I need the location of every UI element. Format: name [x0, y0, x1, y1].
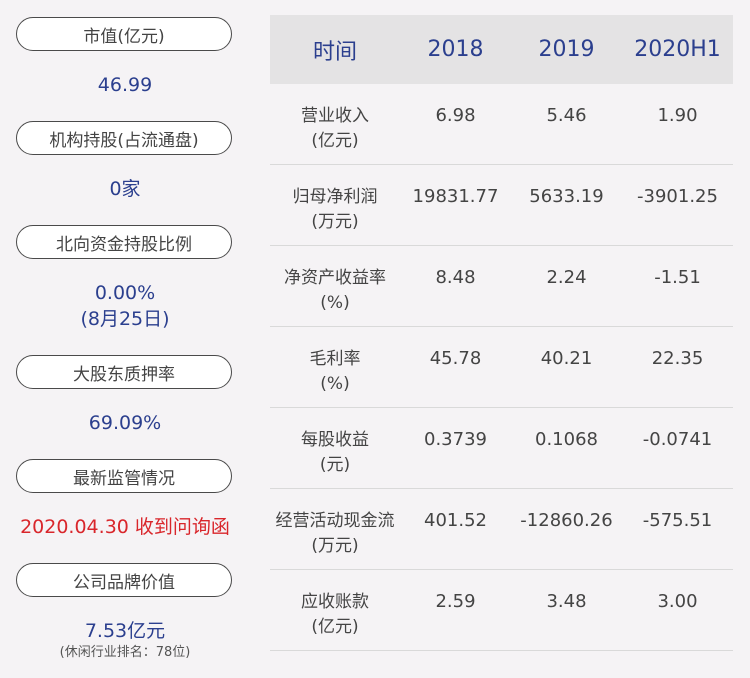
table-cell: 2.24 [546, 267, 587, 288]
market-cap-label: 市值(亿元) [16, 17, 232, 51]
regulatory-value: 2020.04.30 收到问询函 [20, 516, 230, 538]
table-cell: 8.48 [435, 267, 476, 288]
table-cell: -12860.26 [520, 510, 613, 531]
table-cell: 3.00 [657, 591, 698, 612]
table-cell: 2.59 [435, 591, 476, 612]
summary-panel: 市值(亿元) 46.99 机构持股(占流通盘) 0家 北向资金持股比例 0.00… [0, 0, 250, 678]
table-cell: 6.98 [435, 105, 476, 126]
table-header: 时间 2018 2019 2020H1 [270, 15, 733, 84]
table-cell: -1.51 [654, 267, 701, 288]
metric-name: 毛利率 [309, 349, 361, 369]
metric-name: 归母净利润 [292, 187, 378, 207]
table-row: 每股收益 (元) 0.3739 0.1068 -0.0741 [270, 408, 733, 489]
metric-name: 经营活动现金流 [275, 511, 395, 531]
table-row: 净资产收益率 (%) 8.48 2.24 -1.51 [270, 246, 733, 327]
pledge-value: 69.09% [88, 412, 162, 434]
metric-label: 归母净利润 (万元) [270, 185, 400, 235]
table-cell: 5633.19 [529, 186, 604, 207]
table-cell: -575.51 [642, 510, 713, 531]
table-row: 营业收入 (亿元) 6.98 5.46 1.90 [270, 84, 733, 165]
brand-rank: (休闲行业排名：78位) [59, 645, 191, 660]
metric-name: 净资产收益率 [284, 268, 386, 288]
table-cell: 401.52 [424, 510, 487, 531]
table-cell: 3.48 [546, 591, 587, 612]
metric-label: 经营活动现金流 (万元) [270, 509, 400, 559]
header-2019: 2019 [538, 37, 595, 62]
northbound-date: (8月25日) [80, 308, 170, 330]
metric-name: 应收账款 [301, 592, 369, 612]
table-cell: 19831.77 [412, 186, 499, 207]
table-cell: 45.78 [429, 348, 482, 369]
metric-name: 每股收益 [301, 430, 369, 450]
table-cell: 22.35 [651, 348, 704, 369]
metric-unit: (%) [320, 374, 350, 394]
metric-name: 营业收入 [301, 106, 369, 126]
metric-label: 营业收入 (亿元) [270, 104, 400, 154]
metric-unit: (万元) [311, 212, 359, 232]
metric-label: 毛利率 (%) [270, 347, 400, 397]
metric-label: 净资产收益率 (%) [270, 266, 400, 316]
table-cell: 5.46 [546, 105, 587, 126]
table-row: 毛利率 (%) 45.78 40.21 22.35 [270, 327, 733, 408]
table-row: 经营活动现金流 (万元) 401.52 -12860.26 -575.51 [270, 489, 733, 570]
institutions-value: 0家 [109, 178, 141, 200]
northbound-label: 北向资金持股比例 [16, 225, 232, 259]
table-cell: 40.21 [540, 348, 593, 369]
metric-unit: (%) [320, 293, 350, 313]
table-row: 应收账款 (亿元) 2.59 3.48 3.00 [270, 570, 733, 651]
pledge-label: 大股东质押率 [16, 355, 232, 389]
northbound-value: 0.00% [94, 282, 156, 304]
metric-label: 每股收益 (元) [270, 428, 400, 478]
metric-unit: (亿元) [311, 131, 359, 151]
metric-label: 应收账款 (亿元) [270, 590, 400, 640]
table-cell: 0.3739 [424, 429, 487, 450]
metric-unit: (元) [319, 455, 351, 475]
table-cell: 1.90 [657, 105, 698, 126]
brand-label: 公司品牌价值 [16, 563, 232, 597]
header-time: 时间 [312, 39, 357, 65]
regulatory-label: 最新监管情况 [16, 459, 232, 493]
market-cap-value: 46.99 [97, 74, 153, 96]
table-cell: -0.0741 [642, 429, 713, 450]
metric-unit: (亿元) [311, 617, 359, 637]
header-2018: 2018 [427, 37, 484, 62]
brand-value: 7.53亿元 [84, 620, 166, 642]
institutions-label: 机构持股(占流通盘) [16, 121, 232, 155]
header-2020h1: 2020H1 [634, 37, 721, 62]
table-cell: 0.1068 [535, 429, 598, 450]
table-row: 归母净利润 (万元) 19831.77 5633.19 -3901.25 [270, 165, 733, 246]
metric-unit: (万元) [311, 536, 359, 556]
financial-table: 时间 2018 2019 2020H1 营业收入 (亿元) 6.98 5.46 1.90… [270, 15, 733, 651]
table-cell: -3901.25 [637, 186, 718, 207]
